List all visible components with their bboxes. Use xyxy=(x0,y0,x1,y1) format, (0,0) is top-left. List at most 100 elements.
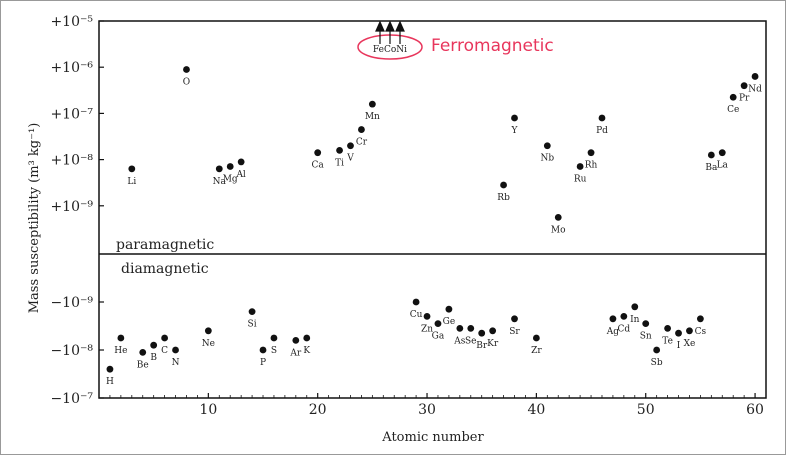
diamagnetic-point-label: Te xyxy=(662,336,673,346)
paramagnetic-point-ru xyxy=(576,163,584,170)
paramagnetic-y-tick-label: +10⁻⁵ xyxy=(50,14,93,30)
paramagnetic-y-tick-label: +10⁻⁷ xyxy=(50,106,93,122)
paramagnetic-point-label: Cr xyxy=(356,138,368,148)
diamagnetic-point-label: As xyxy=(453,336,465,346)
paramagnetic-point-ti xyxy=(336,146,343,154)
ferromagnetic-annotation: FeCoNi Ferromagnetic xyxy=(357,20,554,60)
diamagnetic-point-zr xyxy=(532,334,540,342)
diamagnetic-point-xe xyxy=(686,327,693,335)
diamagnetic-point-label: He xyxy=(114,346,127,356)
paramagnetic-label: paramagnetic xyxy=(116,237,214,253)
diamagnetic-point-label: Zn xyxy=(421,324,433,334)
diamagnetic-point-se xyxy=(467,325,475,332)
x-tick-label: 10 xyxy=(199,402,217,418)
paramagnetic-point-label: Ba xyxy=(705,163,718,173)
y-axis-title: Mass susceptibility (m³ kg⁻¹) xyxy=(27,123,42,314)
diamagnetic-point-s xyxy=(270,334,278,342)
paramagnetic-point-pr xyxy=(740,82,748,90)
paramagnetic-point-ba xyxy=(707,151,715,159)
diamagnetic-point-label: Si xyxy=(248,320,257,330)
diamagnetic-point-label: Cs xyxy=(695,327,707,337)
paramagnetic-y-tick-label: +10⁻⁸ xyxy=(50,153,93,169)
diamagnetic-point-ar xyxy=(292,337,300,344)
paramagnetic-point-label: Mo xyxy=(551,225,566,235)
diamagnetic-point-si xyxy=(248,308,256,315)
paramagnetic-point-ca xyxy=(314,149,322,157)
paramagnetic-point-label: O xyxy=(183,78,190,88)
paramagnetic-point-label: La xyxy=(717,161,729,171)
diamagnetic-point-ne xyxy=(204,327,212,335)
diamagnetic-point-as xyxy=(456,325,464,332)
diamagnetic-point-label: H xyxy=(106,377,114,387)
diamagnetic-point-label: C xyxy=(161,346,168,356)
paramagnetic-point-o xyxy=(183,66,190,73)
paramagnetic-point-mn xyxy=(368,100,376,108)
paramagnetic-point-na xyxy=(215,165,223,173)
x-tick-label: 40 xyxy=(527,402,545,418)
diamagnetic-point-label: N xyxy=(172,358,180,368)
diamagnetic-point-in xyxy=(631,303,639,311)
diamagnetic-point-label: Cu xyxy=(410,310,423,320)
diamagnetic-point-h xyxy=(106,365,114,373)
diamagnetic-point-label: Ge xyxy=(443,317,456,327)
plot-frame xyxy=(98,20,767,399)
paramagnetic-point-li xyxy=(128,165,136,173)
diamagnetic-point-te xyxy=(664,325,671,332)
paramagnetic-point-label: Ti xyxy=(335,158,344,168)
paramagnetic-point-label: Nd xyxy=(748,84,762,94)
diamagnetic-point-label: Sr xyxy=(509,327,520,337)
paramagnetic-point-label: Rh xyxy=(585,161,598,171)
diamagnetic-point-ga xyxy=(434,320,442,327)
diamagnetic-point-b xyxy=(150,341,158,349)
paramagnetic-point-label: Li xyxy=(127,177,136,187)
diamagnetic-point-be xyxy=(139,349,147,356)
paramagnetic-point-label: Ru xyxy=(574,175,587,185)
paramagnetic-point-label: Pr xyxy=(739,94,750,104)
x-tick-label: 20 xyxy=(309,402,327,418)
diamagnetic-point-label: I xyxy=(677,341,681,351)
paramagnetic-point-label: Nb xyxy=(540,154,554,164)
paramagnetic-point-label: Mn xyxy=(365,112,380,122)
paramagnetic-point-al xyxy=(237,158,245,166)
x-tick-label: 30 xyxy=(418,402,436,418)
diamagnetic-point-cs xyxy=(696,315,704,323)
diamagnetic-point-label: Ag xyxy=(606,327,619,337)
diamagnetic-point-k xyxy=(303,334,311,342)
diamagnetic-point-label: Ne xyxy=(202,339,215,349)
ferromagnetic-elements: FeCoNi xyxy=(373,45,407,55)
diamagnetic-point-i xyxy=(675,329,682,337)
paramagnetic-point-v xyxy=(347,142,354,150)
diamagnetic-point-label: P xyxy=(260,358,266,368)
paramagnetic-y-tick-label: +10⁻⁶ xyxy=(50,60,93,76)
diamagnetic-point-p xyxy=(259,346,267,354)
diamagnetic-point-ge xyxy=(445,305,453,313)
diamagnetic-point-sb xyxy=(653,346,661,354)
ferromagnetic-arrows xyxy=(375,20,405,44)
diamagnetic-point-sn xyxy=(642,320,650,327)
diamagnetic-point-cd xyxy=(620,313,628,320)
x-tick-label: 50 xyxy=(637,402,655,418)
paramagnetic-point-mg xyxy=(226,163,234,170)
paramagnetic-point-nb xyxy=(543,142,551,150)
x-axis-title: Atomic number xyxy=(381,430,484,445)
diamagnetic-point-zn xyxy=(423,313,431,320)
diamagnetic-point-label: In xyxy=(630,315,640,325)
plot-box xyxy=(98,20,767,399)
paramagnetic-point-label: Y xyxy=(511,126,519,136)
paramagnetic-point-la xyxy=(718,149,726,157)
paramagnetic-point-label: Rb xyxy=(497,193,510,203)
diamagnetic-point-label: B xyxy=(150,353,157,363)
paramagnetic-point-label: Al xyxy=(235,170,245,180)
diamagnetic-point-label: Ar xyxy=(289,348,301,358)
diamagnetic-point-label: Sb xyxy=(651,358,663,368)
paramagnetic-point-cr xyxy=(358,126,365,133)
paramagnetic-point-y xyxy=(511,114,518,122)
paramagnetic-point-nd xyxy=(751,73,759,80)
diamagnetic-point-kr xyxy=(489,327,497,335)
diamagnetic-label: diamagnetic xyxy=(121,261,209,277)
ferromagnetic-label: Ferromagnetic xyxy=(431,36,554,56)
diamagnetic-point-label: Kr xyxy=(487,339,499,349)
